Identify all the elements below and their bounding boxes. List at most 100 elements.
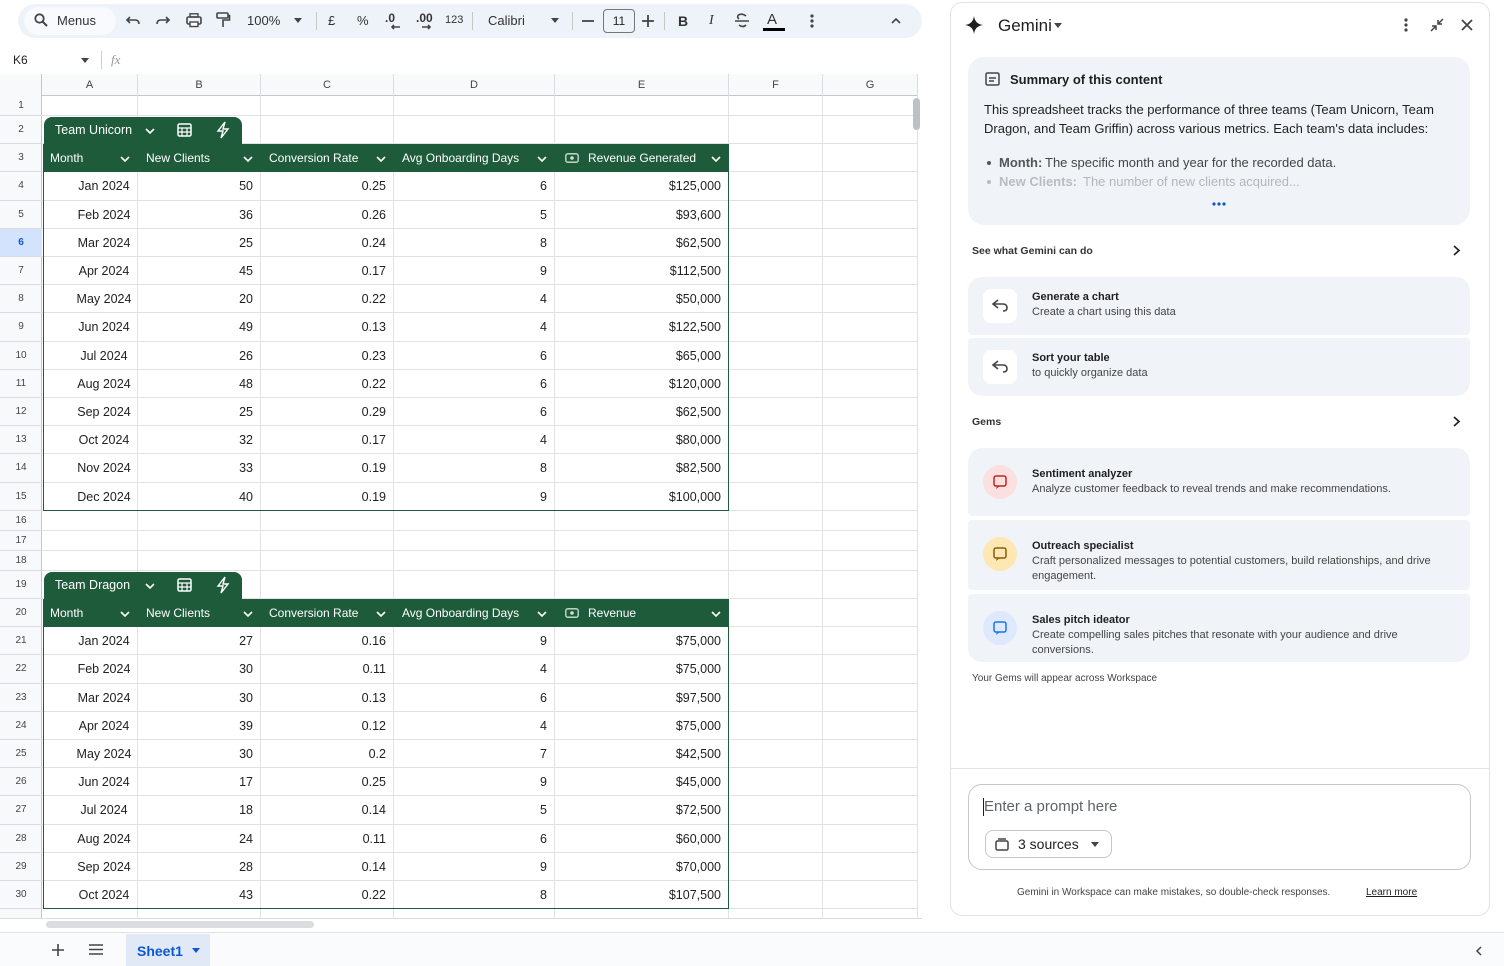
table-cell[interactable]: 0.23 bbox=[261, 342, 386, 370]
table-cell[interactable]: 0.29 bbox=[261, 398, 386, 426]
table-cell[interactable]: $93,600 bbox=[555, 201, 721, 229]
table-cell[interactable]: $45,000 bbox=[555, 768, 721, 796]
column-filter-chevron[interactable] bbox=[711, 611, 721, 617]
table-cell[interactable]: $75,000 bbox=[555, 655, 721, 683]
table-cell[interactable]: 0.2 bbox=[261, 740, 386, 768]
column-filter-chevron[interactable] bbox=[537, 611, 547, 617]
table-header-cell[interactable]: New Clients bbox=[146, 606, 210, 620]
table-view-icon[interactable] bbox=[177, 578, 192, 592]
table-cell[interactable]: $60,000 bbox=[555, 825, 721, 853]
table-cell[interactable]: 30 bbox=[138, 655, 253, 683]
table-cell[interactable]: 9 bbox=[394, 483, 547, 511]
table-cell[interactable]: 18 bbox=[138, 796, 253, 824]
table-cell[interactable]: 24 bbox=[138, 825, 253, 853]
table-cell[interactable]: $82,500 bbox=[555, 454, 721, 482]
strikethrough-icon[interactable] bbox=[735, 13, 749, 28]
table-cell[interactable]: 33 bbox=[138, 454, 253, 482]
column-header[interactable]: E bbox=[555, 74, 729, 96]
table-cell[interactable]: 25 bbox=[138, 398, 253, 426]
table-cell[interactable]: 4 bbox=[394, 285, 547, 313]
row-header[interactable]: 25 bbox=[0, 740, 42, 768]
table-cell[interactable]: 4 bbox=[394, 712, 547, 740]
table-cell[interactable]: 0.17 bbox=[261, 257, 386, 285]
currency-format[interactable]: £ bbox=[328, 13, 335, 28]
prompt-placeholder[interactable]: Enter a prompt here bbox=[984, 798, 1117, 815]
table-cell[interactable]: 0.19 bbox=[261, 483, 386, 511]
row-header[interactable]: 28 bbox=[0, 825, 42, 853]
table-cell[interactable]: 25 bbox=[138, 229, 253, 257]
table-cell[interactable]: 6 bbox=[394, 398, 547, 426]
row-header[interactable]: 16 bbox=[0, 511, 42, 531]
gems-arrow[interactable] bbox=[1453, 416, 1460, 427]
table-cell[interactable]: 26 bbox=[138, 342, 253, 370]
gems-heading[interactable]: Gems bbox=[972, 416, 1001, 428]
font-decrease[interactable] bbox=[582, 20, 594, 22]
table-header-cell[interactable]: New Clients bbox=[146, 151, 210, 165]
table-cell[interactable]: 40 bbox=[138, 483, 253, 511]
row-header[interactable]: 11 bbox=[0, 370, 42, 398]
column-filter-chevron[interactable] bbox=[120, 156, 130, 162]
table-cell[interactable]: 6 bbox=[394, 684, 547, 712]
name-box-caret[interactable] bbox=[81, 58, 89, 63]
table-cell[interactable]: 6 bbox=[394, 825, 547, 853]
row-header[interactable]: 10 bbox=[0, 342, 42, 370]
column-header[interactable]: D bbox=[394, 74, 555, 96]
gemini-title[interactable]: Gemini bbox=[998, 16, 1052, 36]
row-header[interactable]: 13 bbox=[0, 426, 42, 454]
table-header-cell[interactable]: Revenue bbox=[588, 606, 636, 620]
table-cell[interactable]: 30 bbox=[138, 740, 253, 768]
table-cell[interactable]: 0.25 bbox=[261, 172, 386, 200]
table-cell[interactable]: $50,000 bbox=[555, 285, 721, 313]
table-cell[interactable]: 0.19 bbox=[261, 454, 386, 482]
table-cell[interactable]: 48 bbox=[138, 370, 253, 398]
row-header[interactable]: 12 bbox=[0, 398, 42, 426]
row-header[interactable]: 30 bbox=[0, 881, 42, 909]
see-what-arrow[interactable] bbox=[1453, 245, 1460, 256]
column-filter-chevron[interactable] bbox=[537, 156, 547, 162]
table-cell[interactable]: 5 bbox=[394, 796, 547, 824]
decrease-decimal[interactable]: .0 bbox=[385, 11, 395, 25]
table-cell[interactable]: 28 bbox=[138, 853, 253, 881]
table-cell[interactable]: 8 bbox=[394, 229, 547, 257]
name-box[interactable]: K6 bbox=[13, 53, 28, 67]
column-header[interactable]: C bbox=[261, 74, 394, 96]
row-header[interactable]: 18 bbox=[0, 551, 42, 571]
row-header[interactable]: 15 bbox=[0, 483, 42, 511]
table-cell[interactable]: 20 bbox=[138, 285, 253, 313]
number-format[interactable]: 123 bbox=[445, 14, 463, 26]
column-filter-chevron[interactable] bbox=[243, 611, 253, 617]
table-cell[interactable]: $80,000 bbox=[555, 426, 721, 454]
column-header[interactable]: F bbox=[729, 74, 823, 96]
all-sheets[interactable] bbox=[89, 944, 103, 955]
zoom-caret[interactable] bbox=[294, 18, 302, 23]
see-what-heading[interactable]: See what Gemini can do bbox=[972, 245, 1093, 257]
row-header[interactable]: 1 bbox=[0, 96, 42, 116]
summary-expand[interactable] bbox=[1212, 202, 1226, 206]
table-cell[interactable]: 5 bbox=[394, 201, 547, 229]
table-cell[interactable]: 0.26 bbox=[261, 201, 386, 229]
table-cell[interactable]: 4 bbox=[394, 313, 547, 341]
print-icon[interactable] bbox=[186, 13, 202, 27]
table-cell[interactable]: 8 bbox=[394, 454, 547, 482]
panel-collapse[interactable] bbox=[1430, 18, 1444, 32]
table-cell[interactable]: 9 bbox=[394, 257, 547, 285]
table-cell[interactable]: $75,000 bbox=[555, 712, 721, 740]
column-header[interactable]: A bbox=[42, 74, 138, 96]
text-color-button[interactable]: A bbox=[767, 11, 777, 28]
font-family[interactable]: Calibri bbox=[488, 13, 525, 28]
column-filter-chevron[interactable] bbox=[376, 611, 386, 617]
table-cell[interactable]: $107,500 bbox=[555, 881, 721, 909]
table-cell[interactable]: 0.22 bbox=[261, 370, 386, 398]
row-header[interactable]: 7 bbox=[0, 257, 42, 285]
panel-close[interactable] bbox=[1461, 19, 1473, 31]
table-cell[interactable]: 0.17 bbox=[261, 426, 386, 454]
font-size-box[interactable]: 11 bbox=[603, 9, 635, 33]
table-cell[interactable]: 0.11 bbox=[261, 825, 386, 853]
table-cell[interactable]: 30 bbox=[138, 684, 253, 712]
italic-button[interactable]: I bbox=[709, 13, 714, 29]
table-cell[interactable]: $100,000 bbox=[555, 483, 721, 511]
table-cell[interactable]: 7 bbox=[394, 740, 547, 768]
row-header[interactable]: 21 bbox=[0, 627, 42, 655]
table-header-cell[interactable]: Month bbox=[50, 606, 83, 620]
table-cell[interactable]: 0.13 bbox=[261, 313, 386, 341]
